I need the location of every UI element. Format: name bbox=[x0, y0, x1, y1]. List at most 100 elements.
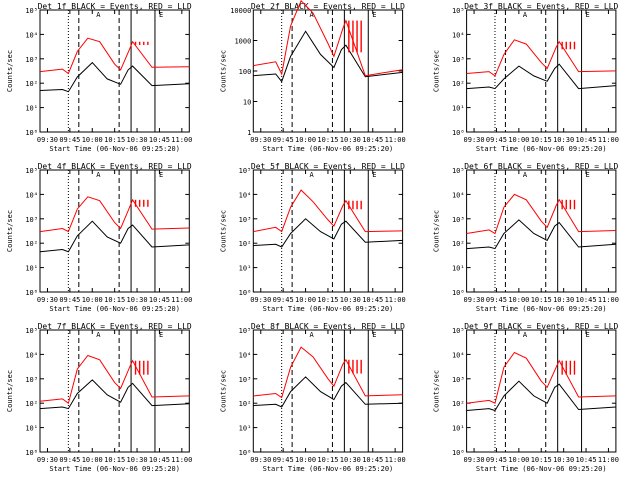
y-tick-label: 10⁴ bbox=[452, 351, 465, 359]
y-axis-label: Counts/sec bbox=[6, 50, 14, 92]
series-line-events bbox=[253, 30, 403, 83]
y-tick-label: 10³ bbox=[25, 56, 38, 64]
y-tick-label: 10⁴ bbox=[25, 351, 38, 359]
y-tick-label: 10³ bbox=[25, 216, 38, 224]
y-tick-label: 10⁵ bbox=[239, 167, 252, 175]
y-tick-label: 10⁵ bbox=[452, 7, 465, 15]
chart-panel-det4: Det 4f BLACK = Events, RED = LLD 10⁰ 10¹ 10… bbox=[6, 162, 192, 313]
x-tick-label: 10:00 bbox=[82, 296, 103, 304]
top-marker-label: A bbox=[96, 331, 101, 339]
x-tick-label: 11:00 bbox=[171, 136, 192, 144]
top-marker-label: E bbox=[159, 331, 163, 339]
plot-frame bbox=[466, 329, 617, 453]
top-marker-label: E bbox=[159, 11, 163, 19]
series-line-events bbox=[39, 379, 190, 410]
y-tick-label: 10¹ bbox=[25, 425, 38, 433]
chart-title: Det 7f BLACK = Events, RED = LLD bbox=[38, 322, 192, 331]
chart-title: Det 1f BLACK = Events, RED = LLD bbox=[38, 2, 192, 11]
y-tick-label: 10² bbox=[25, 400, 38, 408]
x-tick-label: 10:15 bbox=[531, 296, 552, 304]
x-tick-label: 09:45 bbox=[273, 456, 294, 464]
y-tick-label: 10⁵ bbox=[452, 167, 465, 175]
y-tick-label: 1 bbox=[247, 129, 251, 137]
top-marker-label: A bbox=[523, 11, 528, 19]
plot-frame bbox=[39, 329, 190, 453]
y-axis-label: Counts/sec bbox=[433, 370, 441, 412]
y-tick-label: 10² bbox=[452, 80, 465, 88]
x-tick-label: 10:30 bbox=[127, 456, 148, 464]
x-tick-label: 10:45 bbox=[576, 296, 597, 304]
y-tick-label: 10⁰ bbox=[452, 449, 465, 457]
x-tick-label: 09:30 bbox=[464, 136, 485, 144]
x-tick-label: 10:00 bbox=[82, 456, 103, 464]
series-line-events bbox=[39, 220, 190, 253]
y-tick-label: 10⁵ bbox=[239, 327, 252, 335]
y-tick-label: 1000 bbox=[234, 38, 251, 46]
x-axis-label: Start Time (06-Nov-06 09:25:20) bbox=[263, 305, 394, 313]
y-tick-label: 10² bbox=[452, 240, 465, 248]
x-tick-label: 09:45 bbox=[59, 456, 80, 464]
x-tick-label: 09:45 bbox=[486, 136, 507, 144]
y-tick-label: 10³ bbox=[239, 216, 252, 224]
top-marker-label: A bbox=[96, 11, 101, 19]
top-marker-label: E bbox=[372, 11, 376, 19]
top-marker-label: A bbox=[310, 11, 315, 19]
x-tick-label: 10:15 bbox=[104, 136, 125, 144]
chart-panel-det7: Det 7f BLACK = Events, RED = LLD 10⁰ 10¹ 10… bbox=[6, 322, 192, 473]
chart-title: Det 4f BLACK = Events, RED = LLD bbox=[38, 162, 192, 171]
x-tick-label: 11:00 bbox=[598, 296, 619, 304]
x-axis-label: Start Time (06-Nov-06 09:25:20) bbox=[263, 465, 394, 473]
chart-title: Det 8f BLACK = Events, RED = LLD bbox=[251, 322, 405, 331]
y-tick-label: 10⁰ bbox=[452, 289, 465, 297]
x-tick-label: 09:45 bbox=[59, 136, 80, 144]
y-tick-label: 10¹ bbox=[239, 425, 252, 433]
series-line-events bbox=[39, 61, 190, 93]
x-tick-label: 10:15 bbox=[317, 136, 338, 144]
x-tick-label: 11:00 bbox=[385, 136, 406, 144]
x-tick-label: 10:15 bbox=[104, 296, 125, 304]
x-tick-label: 10:15 bbox=[317, 456, 338, 464]
y-tick-label: 10³ bbox=[239, 376, 252, 384]
top-marker-label: A bbox=[96, 171, 101, 179]
x-tick-label: 10:45 bbox=[362, 456, 383, 464]
plot-frame bbox=[39, 9, 190, 133]
x-axis-label: Start Time (06-Nov-06 09:25:20) bbox=[49, 145, 180, 153]
y-tick-label: 10² bbox=[239, 240, 252, 248]
x-tick-label: 09:30 bbox=[37, 296, 58, 304]
x-tick-label: 10:00 bbox=[508, 456, 529, 464]
x-tick-label: 09:30 bbox=[464, 456, 485, 464]
y-tick-label: 10⁵ bbox=[25, 7, 38, 15]
top-marker-label: E bbox=[372, 331, 376, 339]
y-tick-label: 10¹ bbox=[452, 105, 465, 113]
x-tick-label: 10:00 bbox=[295, 136, 316, 144]
x-tick-label: 09:45 bbox=[59, 296, 80, 304]
x-axis-label: Start Time (06-Nov-06 09:25:20) bbox=[476, 305, 607, 313]
x-tick-label: 09:30 bbox=[464, 296, 485, 304]
y-tick-label: 10⁵ bbox=[452, 327, 465, 335]
chart-panel-det9: Det 9f BLACK = Events, RED = LLD 10⁰ 10¹ 10… bbox=[433, 322, 619, 473]
y-tick-label: 10⁴ bbox=[452, 191, 465, 199]
x-tick-label: 11:00 bbox=[598, 136, 619, 144]
x-tick-label: 10:45 bbox=[362, 136, 383, 144]
chart-title: Det 3f BLACK = Events, RED = LLD bbox=[464, 2, 618, 11]
y-axis-label: Counts/sec bbox=[6, 370, 14, 412]
x-axis-label: Start Time (06-Nov-06 09:25:20) bbox=[49, 465, 180, 473]
y-tick-label: 10⁵ bbox=[25, 167, 38, 175]
x-axis-label: Start Time (06-Nov-06 09:25:20) bbox=[476, 145, 607, 153]
x-tick-label: 10:30 bbox=[553, 456, 574, 464]
series-line-events bbox=[253, 218, 403, 248]
series-line-lld bbox=[39, 354, 190, 405]
y-tick-label: 10³ bbox=[452, 376, 465, 384]
y-tick-label: 10⁵ bbox=[25, 327, 38, 335]
series-line-lld bbox=[39, 37, 190, 75]
x-tick-label: 09:45 bbox=[486, 296, 507, 304]
x-tick-label: 10:30 bbox=[553, 136, 574, 144]
y-tick-label: 10⁰ bbox=[25, 129, 38, 137]
x-tick-label: 10:30 bbox=[553, 296, 574, 304]
x-tick-label: 10:45 bbox=[149, 296, 170, 304]
chart-panel-det8: Det 8f BLACK = Events, RED = LLD 10⁰ 10¹ 10… bbox=[219, 322, 405, 473]
x-tick-label: 09:45 bbox=[486, 456, 507, 464]
y-axis-label: Counts/sec bbox=[219, 210, 227, 252]
x-tick-label: 10:15 bbox=[317, 296, 338, 304]
x-axis-label: Start Time (06-Nov-06 09:25:20) bbox=[263, 145, 394, 153]
